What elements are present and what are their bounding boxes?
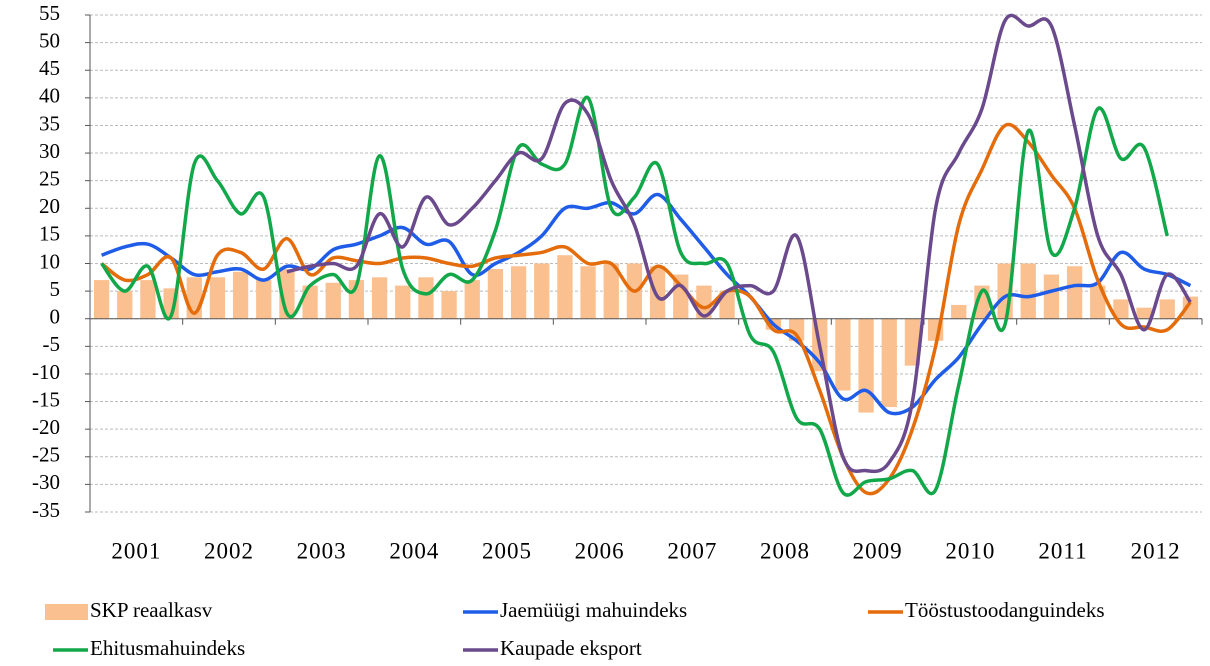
x-tick-label: 2009 — [853, 538, 903, 563]
bar — [557, 255, 573, 319]
bar — [1182, 296, 1199, 319]
bar — [603, 263, 619, 319]
x-tick-label: 2003 — [297, 538, 347, 563]
y-tick-label: 25 — [39, 166, 60, 190]
bar — [1090, 285, 1106, 319]
y-tick-label: 35 — [39, 111, 60, 135]
bar — [1043, 274, 1060, 319]
bar — [696, 285, 712, 319]
legend-label: Tööstustoodanguindeks — [905, 598, 1105, 622]
legend-label: Ehitusmahuindeks — [90, 636, 245, 660]
x-tick-label: 2006 — [575, 538, 625, 563]
bar — [232, 271, 249, 319]
y-tick-label: -35 — [32, 498, 60, 522]
bar — [117, 291, 133, 319]
line — [100, 95, 1169, 497]
y-tick-label: 45 — [39, 56, 60, 80]
bar — [93, 280, 110, 319]
x-tick-label: 2002 — [204, 538, 254, 563]
x-tick-label: 2010 — [945, 538, 995, 563]
y-tick-label: -15 — [32, 387, 60, 411]
x-tick-label: 2008 — [760, 538, 810, 563]
bar — [256, 280, 272, 319]
x-tick-label: 2011 — [1038, 538, 1087, 563]
y-tick-label: 50 — [39, 28, 60, 52]
bar — [1113, 299, 1129, 319]
bar — [719, 291, 735, 319]
x-tick-label: 2005 — [482, 538, 532, 563]
y-tick-label: 0 — [50, 305, 61, 329]
bar — [835, 318, 851, 391]
bar — [441, 291, 457, 319]
bar — [487, 269, 504, 319]
y-tick-label: 55 — [39, 1, 60, 25]
legend-swatch — [45, 604, 88, 620]
y-tick-label: 15 — [39, 222, 60, 246]
bar — [788, 318, 805, 341]
bar — [881, 318, 897, 408]
y-tick-label: 5 — [50, 277, 61, 301]
y-tick-label: 20 — [39, 194, 60, 218]
bar — [580, 266, 596, 319]
bar — [534, 263, 550, 319]
y-tick-label: 10 — [39, 249, 60, 273]
y-tick-label: -20 — [32, 415, 60, 439]
x-tick-label: 2001 — [111, 538, 161, 563]
line — [286, 13, 1192, 474]
bar — [371, 277, 388, 319]
bar — [510, 266, 527, 319]
line — [100, 192, 1192, 416]
x-tick-label: 2004 — [389, 538, 439, 563]
bar — [951, 304, 967, 319]
x-tick-label: 2007 — [667, 538, 717, 563]
y-tick-label: 40 — [39, 84, 60, 108]
y-tick-label: -25 — [32, 443, 60, 467]
bar — [904, 318, 921, 366]
bar — [325, 282, 341, 319]
bar — [395, 285, 411, 319]
y-tick-label: -30 — [32, 470, 60, 494]
bar — [140, 280, 156, 319]
legend-label: Jaemüügi mahuindeks — [500, 598, 687, 622]
bar — [1020, 263, 1036, 319]
y-tick-label: 30 — [39, 139, 60, 163]
bar — [1159, 299, 1175, 319]
legend-label: Kaupade eksport — [500, 636, 642, 660]
line — [100, 122, 1192, 496]
bar — [649, 266, 666, 319]
bar — [1136, 307, 1152, 319]
bar — [209, 277, 226, 319]
legend-label: SKP reaalkasv — [90, 598, 213, 622]
bar — [1066, 266, 1083, 319]
bar — [464, 280, 480, 319]
y-tick-label: -5 — [43, 332, 61, 356]
y-tick-label: -10 — [32, 360, 60, 384]
bar — [418, 277, 434, 319]
x-tick-label: 2012 — [1131, 538, 1181, 563]
bar — [858, 318, 874, 413]
